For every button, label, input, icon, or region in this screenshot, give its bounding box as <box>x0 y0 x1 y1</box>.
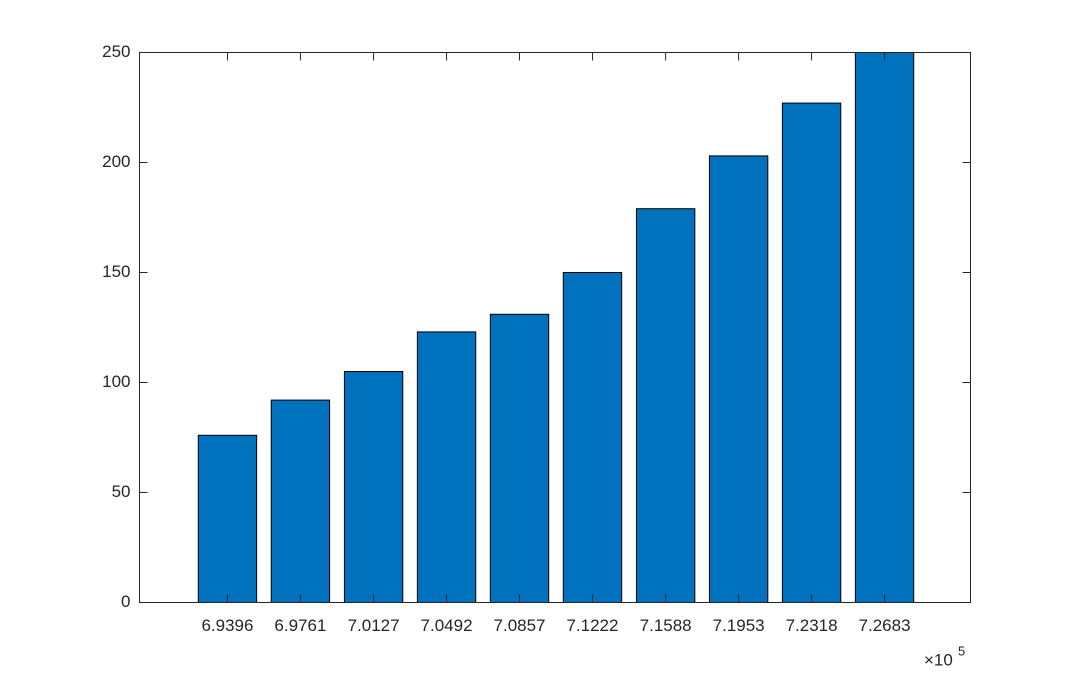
bar <box>562 272 623 603</box>
axes-box <box>139 52 971 603</box>
y-tick-label: 50 <box>112 482 131 501</box>
bar <box>854 52 915 603</box>
x-tick-label: 7.1222 <box>566 616 618 635</box>
x-multiplier-base: ×10 <box>924 650 953 669</box>
x-multiplier-exponent: 5 <box>958 643 965 658</box>
bar <box>197 434 258 603</box>
x-tick-label: 7.1588 <box>640 616 692 635</box>
x-tick-label: 7.0492 <box>421 616 473 635</box>
bar <box>781 102 842 603</box>
y-tick-label: 200 <box>102 152 130 171</box>
x-tick-label: 6.9761 <box>274 616 326 635</box>
x-tick-label: 7.1953 <box>713 616 765 635</box>
bar <box>635 208 696 603</box>
y-tick-label: 100 <box>102 372 130 391</box>
bar <box>343 371 404 603</box>
bar <box>708 155 769 603</box>
plot-area <box>197 52 915 603</box>
x-tick-label: 6.9396 <box>201 616 253 635</box>
bar <box>270 399 331 603</box>
y-tick-label: 150 <box>102 262 130 281</box>
x-tick-label: 7.2683 <box>859 616 911 635</box>
x-tick-label: 7.0127 <box>348 616 400 635</box>
x-tick-label: 7.0857 <box>494 616 546 635</box>
y-tick-label: 250 <box>102 42 130 61</box>
bar <box>416 331 477 603</box>
x-tick-label: 7.2318 <box>786 616 838 635</box>
y-tick-label: 0 <box>121 592 130 611</box>
bar <box>489 313 550 603</box>
